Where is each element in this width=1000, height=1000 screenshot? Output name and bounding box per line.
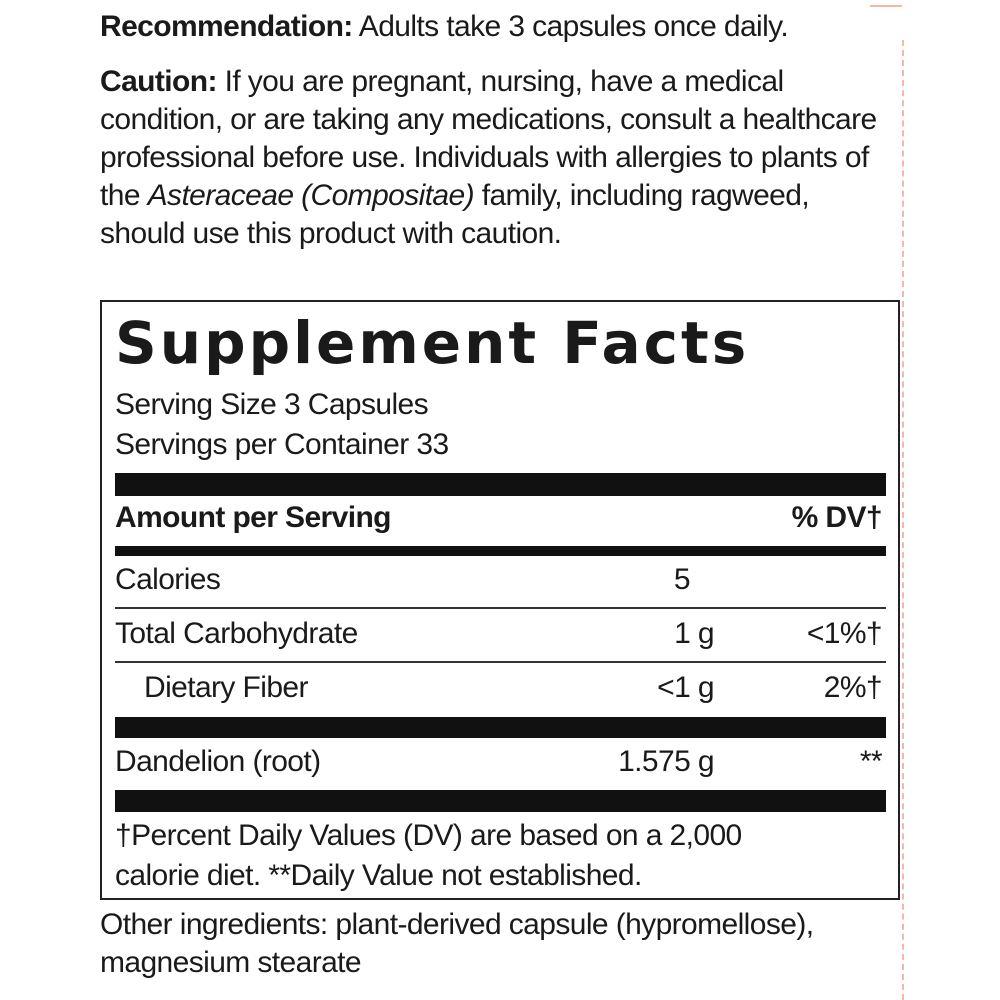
caution-text: If you are pregnant, nursing, have a med… bbox=[100, 65, 877, 212]
cut-line-top bbox=[870, 5, 902, 7]
row-dv: ** bbox=[859, 745, 883, 778]
row-name: Dietary Fiber bbox=[144, 671, 309, 704]
divider-thick bbox=[115, 473, 886, 496]
facts-title: Supplement Facts bbox=[115, 309, 750, 377]
row-amount: <1 g bbox=[657, 671, 714, 704]
dv-header: % DV† bbox=[791, 501, 883, 534]
row-dv: <1%† bbox=[806, 617, 883, 650]
caution-family: Asteraceae (Compositae) bbox=[147, 179, 475, 212]
servings-per-container: Servings per Container 33 bbox=[115, 428, 449, 461]
divider-thick bbox=[115, 790, 886, 812]
amount-header: Amount per Serving bbox=[115, 501, 392, 534]
footnote: †Percent Daily Values (DV) are based on … bbox=[115, 819, 742, 852]
footnote: calorie diet. **Daily Value not establis… bbox=[115, 859, 642, 892]
row-amount: 1.575 g bbox=[618, 745, 715, 778]
divider-thick bbox=[115, 717, 886, 738]
cut-line-right bbox=[902, 40, 904, 1000]
row-name: Calories bbox=[115, 563, 221, 596]
other-ingredients: Other ingredients: plant-derived capsule… bbox=[100, 908, 814, 979]
serving-size: Serving Size 3 Capsules bbox=[115, 388, 429, 421]
row-name: Dandelion (root) bbox=[115, 745, 321, 778]
caution-text-end: family, including ragweed, should use th… bbox=[100, 179, 810, 250]
recommendation-label: Recommendation: bbox=[100, 10, 353, 43]
row-dv: 2%† bbox=[823, 671, 883, 704]
row-amount: 5 bbox=[673, 563, 691, 596]
recommendation: Recommendation: Adults take 3 capsules o… bbox=[100, 8, 900, 46]
recommendation-text: Adults take 3 capsules once daily. bbox=[352, 10, 789, 43]
row-amount: 1 g bbox=[674, 617, 715, 650]
divider-medium bbox=[115, 546, 886, 556]
divider-thin bbox=[115, 661, 886, 663]
caution: Caution: If you are pregnant, nursing, h… bbox=[100, 63, 900, 253]
row-name: Total Carbohydrate bbox=[115, 617, 358, 650]
divider-thin bbox=[115, 607, 886, 609]
supplement-facts-panel bbox=[100, 300, 900, 900]
caution-label: Caution: bbox=[100, 65, 217, 98]
